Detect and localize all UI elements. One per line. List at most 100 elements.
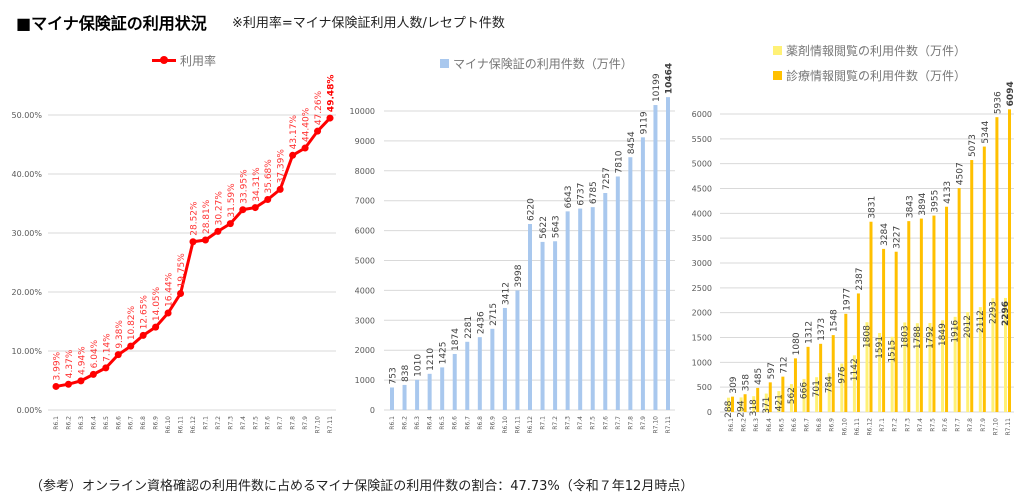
count-data-label: 6220 (527, 198, 537, 221)
x-tick-label: R6.9 (829, 418, 836, 432)
diag-bar (957, 188, 961, 412)
drug-data-label: 1142 (850, 358, 860, 381)
rate-point (102, 364, 110, 372)
y-tick-label: 0 (707, 408, 712, 417)
x-tick-label: R6.3 (414, 416, 421, 430)
count-data-label: 5643 (552, 215, 562, 238)
x-tick-label: R6.12 (190, 416, 197, 434)
diag-bar (882, 248, 886, 412)
x-tick-label: R7.4 (240, 416, 247, 430)
x-tick-label: R6.10 (502, 416, 509, 434)
diag-data-label: 5344 (981, 120, 991, 143)
x-tick-label: R6.2 (402, 416, 409, 430)
y-tick-label: 500 (697, 383, 712, 392)
count-bar (402, 384, 407, 410)
count-data-label: 1874 (451, 328, 461, 351)
rate-point (239, 206, 247, 214)
drug-data-label: 1849 (938, 323, 948, 346)
rate-data-label: 31.59% (227, 183, 237, 218)
page-title: ■マイナ保険証の利用状況 (16, 14, 207, 33)
rate-point (64, 380, 72, 388)
rate-point (289, 151, 297, 159)
x-tick-label: R7.8 (627, 416, 634, 430)
diag-bar (1008, 109, 1011, 413)
x-tick-label: R6.4 (427, 416, 434, 430)
x-tick-label: R7.8 (290, 416, 297, 430)
diag-bar (844, 313, 848, 412)
diag-data-label: 3227 (893, 226, 903, 249)
x-tick-label: R6.5 (103, 416, 110, 430)
rate-point (301, 144, 309, 152)
x-tick-label: R7.2 (552, 416, 559, 430)
count-data-label: 6737 (577, 183, 587, 206)
drug-data-label: 2012 (963, 315, 973, 338)
x-tick-label: R7.9 (302, 416, 309, 430)
x-tick-label: R7.3 (565, 416, 572, 430)
diag-data-label: 1312 (805, 321, 815, 344)
x-tick-label: R6.1 (728, 418, 735, 432)
rate-data-label: 43.17% (289, 115, 299, 150)
legend-count: マイナ保険証の利用件数（万件） (440, 55, 633, 72)
rate-point (314, 127, 322, 135)
drug-data-label: 1788 (913, 326, 923, 349)
count-bar (515, 290, 520, 410)
rate-point (77, 377, 85, 385)
rate-data-label: 16.44% (165, 272, 175, 307)
diag-bar (781, 376, 785, 412)
x-tick-label: R7.7 (615, 416, 622, 430)
drug-data-label: 294 (737, 400, 747, 417)
diag-data-label: 358 (742, 374, 752, 391)
diag-bar (806, 346, 810, 412)
diag-bar (793, 358, 797, 412)
rate-data-label: 44.40% (302, 107, 312, 142)
x-tick-label: R7.6 (265, 416, 272, 430)
rate-data-label: 34.31% (252, 167, 262, 202)
count-bar (603, 193, 608, 410)
diag-data-label: 2387 (855, 268, 865, 291)
drug-bar (953, 316, 957, 412)
count-bar (502, 307, 507, 410)
y-tick-label: 4500 (692, 185, 712, 194)
count-bar (390, 387, 394, 410)
drug-bar (764, 393, 768, 412)
diag-bar (731, 396, 734, 412)
rate-point (114, 351, 122, 359)
x-tick-label: R7.7 (955, 418, 962, 432)
x-tick-label: R6.9 (153, 416, 160, 430)
diag-data-label: 5936 (993, 91, 1003, 114)
count-data-label: 1010 (414, 354, 424, 377)
diag-bar (743, 394, 747, 412)
drug-data-label: 701 (812, 380, 822, 397)
diag-bar (982, 146, 986, 412)
y-tick-label: 2500 (692, 284, 712, 293)
x-tick-label: R7.11 (327, 416, 334, 434)
drug-data-label: 2293 (988, 301, 998, 324)
diag-data-label: 4507 (956, 162, 966, 185)
x-tick-label: R7.5 (929, 418, 936, 432)
legend-label: 診療情報閲覧の利用件数（万件） (786, 69, 967, 83)
drug-bar (991, 298, 995, 412)
diag-bar (756, 387, 760, 412)
diag-data-label: 3831 (868, 196, 878, 219)
y-tick-label: 4000 (692, 209, 712, 218)
drug-bar (890, 336, 894, 412)
drug-data-label: 1515 (888, 340, 898, 363)
rate-point (152, 323, 160, 331)
y-tick-label: 0.00% (17, 406, 43, 415)
y-tick-label: 5000 (692, 160, 712, 169)
diag-data-label: 712 (779, 356, 789, 373)
x-tick-label: R6.2 (65, 416, 72, 430)
diag-data-label: 3284 (880, 223, 890, 246)
drug-data-label: 976 (837, 366, 847, 383)
drug-bar (840, 363, 844, 412)
drug-bar (865, 322, 869, 412)
diag-data-label: 1548 (830, 309, 840, 332)
count-data-label: 9119 (639, 111, 649, 134)
diag-data-label: 309 (729, 376, 739, 393)
count-data-label: 1425 (439, 341, 449, 364)
x-tick-label: R7.4 (577, 416, 584, 430)
count-data-label: 6785 (589, 181, 599, 204)
legend-label: 利用率 (180, 54, 217, 68)
drug-data-label: 784 (825, 376, 835, 393)
